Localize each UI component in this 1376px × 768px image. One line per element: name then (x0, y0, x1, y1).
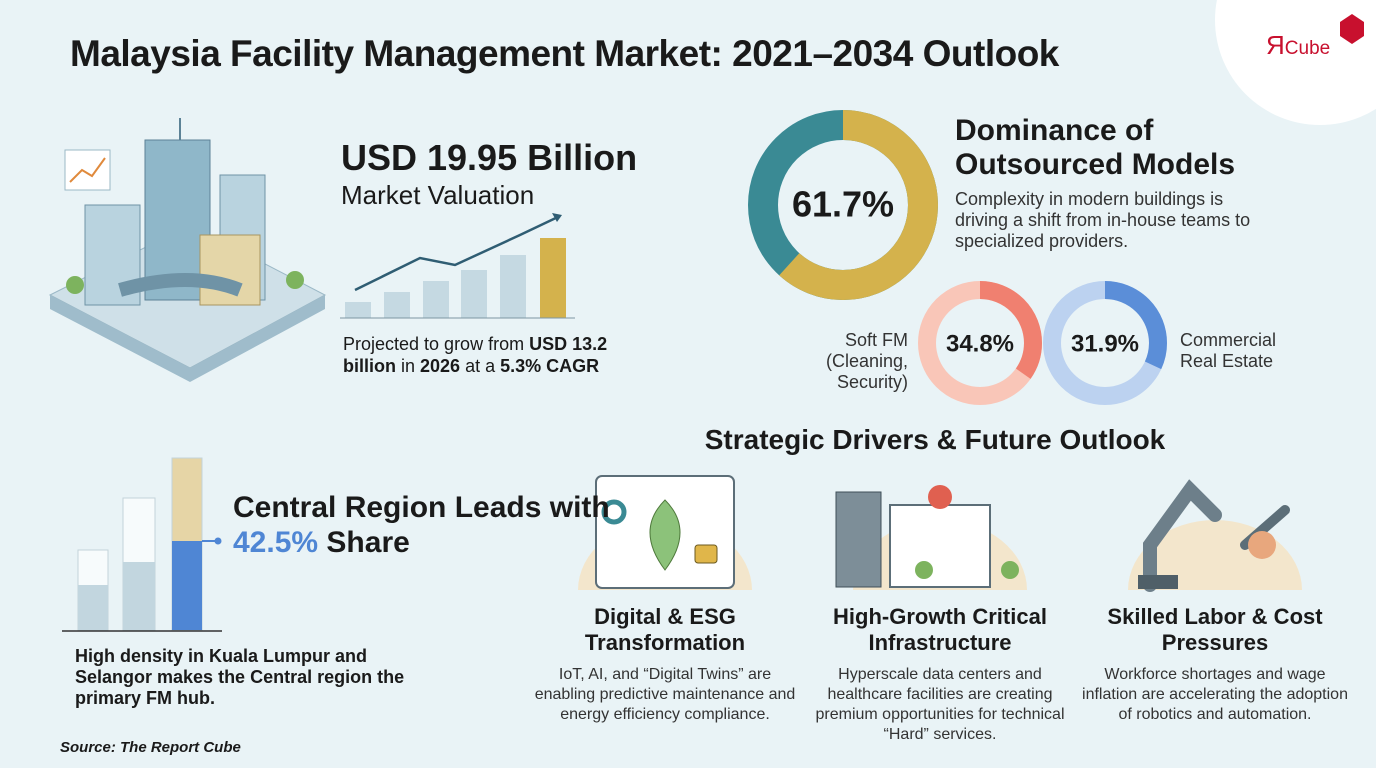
logo-text: Cube (1284, 38, 1331, 59)
growth-illustration (340, 213, 575, 319)
note-part: 5.3% CAGR (500, 356, 600, 376)
city-illustration (48, 118, 327, 382)
valuation-note: Projected to grow from USD 13.2 billion … (343, 333, 643, 377)
driver-text: Workforce shortages and wage inflation a… (1082, 666, 1348, 723)
region-highlight: 42.5% (233, 526, 319, 559)
outsourced-text: Complexity in modern buildings is drivin… (955, 189, 1251, 251)
driver-text: Hyperscale data centers and healthcare f… (815, 666, 1065, 743)
driver-icons (578, 475, 1302, 592)
note-part: in (396, 356, 421, 376)
region-heading: Central Region Leads with 42.5% Share (233, 490, 610, 560)
drivers-title: Strategic Drivers & Future Outlook (704, 424, 1166, 455)
note-part: at a (460, 356, 501, 376)
driver-title: Digital & ESG Transformation (584, 604, 746, 655)
valuation-amount: USD 19.95 Billion (341, 137, 638, 178)
commercial-arc (1043, 281, 1167, 405)
region-text: High density in Kuala Lumpur and Selango… (75, 646, 405, 708)
outsourced-arc (748, 110, 938, 300)
logo: ЯCube (1266, 30, 1330, 61)
region-illustration (62, 457, 222, 632)
soft-fm-arc (918, 281, 1042, 405)
region-heading-text: Central Region Leads with (233, 491, 610, 524)
commercial-label: Commercial Real Estate (1180, 330, 1277, 371)
note-part: 2026 (420, 356, 461, 376)
note-part: Projected to grow from (343, 334, 530, 354)
driver-title: Skilled Labor & Cost Pressures (1107, 604, 1323, 655)
soft-fm-label: 34.8% (946, 330, 1014, 357)
logo-mark: Я (1266, 30, 1285, 60)
driver-text: IoT, AI, and “Digital Twins” are enablin… (534, 666, 796, 723)
valuation-label: Market Valuation (341, 180, 535, 210)
note-part: USD 13.2 billion (343, 334, 608, 376)
source: Source: The Report Cube (60, 739, 241, 756)
region-suffix: Share (326, 526, 410, 559)
driver-title: High-Growth Critical Infrastructure (833, 604, 1047, 655)
logo-badge (1215, 0, 1376, 125)
outsourced-label: 61.7% (792, 184, 894, 225)
soft-fm-label: Soft FM (Cleaning, Security) (825, 330, 908, 392)
commercial-label: 31.9% (1071, 330, 1139, 357)
title: Malaysia Facility Management Market: 202… (70, 33, 1059, 74)
outsourced-title: Dominance of Outsourced Models (955, 114, 1236, 181)
logo-cube (1340, 14, 1364, 44)
